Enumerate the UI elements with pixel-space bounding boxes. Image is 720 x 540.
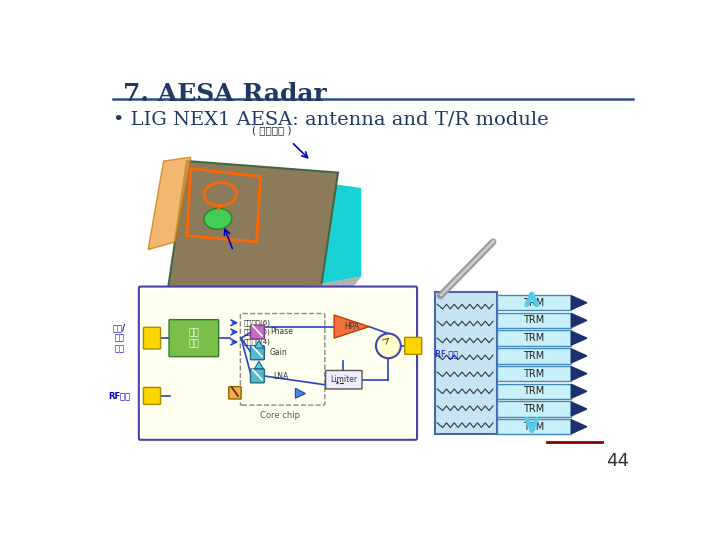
Polygon shape <box>168 161 338 303</box>
FancyBboxPatch shape <box>405 338 422 354</box>
Text: 세어
회로: 세어 회로 <box>189 328 199 348</box>
Polygon shape <box>225 276 361 307</box>
Polygon shape <box>254 361 264 369</box>
Text: Phase: Phase <box>270 327 292 336</box>
Bar <box>497 366 570 381</box>
Text: 제어/
전원
입력: 제어/ 전원 입력 <box>113 323 126 353</box>
FancyBboxPatch shape <box>139 287 417 440</box>
Text: LNA: LNA <box>274 372 289 381</box>
FancyBboxPatch shape <box>143 387 161 404</box>
Text: TRM: TRM <box>523 369 544 379</box>
FancyBboxPatch shape <box>251 325 264 339</box>
FancyBboxPatch shape <box>229 387 241 399</box>
Polygon shape <box>571 314 587 327</box>
Polygon shape <box>295 388 305 398</box>
Bar <box>497 401 570 417</box>
Text: TRM: TRM <box>523 386 544 396</box>
Polygon shape <box>571 349 587 363</box>
Text: TRM: TRM <box>523 315 544 326</box>
Bar <box>497 330 570 346</box>
FancyBboxPatch shape <box>251 369 264 383</box>
Text: 이득제어(5): 이득제어(5) <box>243 329 270 335</box>
Polygon shape <box>571 296 587 309</box>
Text: 7. AESA Radar: 7. AESA Radar <box>122 82 326 106</box>
Polygon shape <box>571 420 587 434</box>
FancyBboxPatch shape <box>435 292 497 434</box>
Text: Limiter: Limiter <box>330 375 357 384</box>
Text: 44: 44 <box>606 452 629 470</box>
Polygon shape <box>571 384 587 398</box>
Bar <box>497 383 570 399</box>
Text: 잡음제어(4): 잡음제어(4) <box>243 339 270 345</box>
Polygon shape <box>254 340 264 348</box>
Text: 위상제어(6): 위상제어(6) <box>243 320 271 326</box>
Polygon shape <box>571 402 587 416</box>
Polygon shape <box>571 367 587 381</box>
Polygon shape <box>334 315 369 338</box>
Bar <box>497 419 570 434</box>
Text: ( 복사소자 ): ( 복사소자 ) <box>253 125 292 135</box>
Text: ( 안테나 구조 ): ( 안테나 구조 ) <box>228 308 277 318</box>
Polygon shape <box>253 173 361 296</box>
Ellipse shape <box>204 208 232 229</box>
Polygon shape <box>336 381 340 384</box>
Text: TRM: TRM <box>523 333 544 343</box>
FancyBboxPatch shape <box>325 370 362 389</box>
Polygon shape <box>571 331 587 345</box>
Text: TRM: TRM <box>523 404 544 414</box>
Bar <box>497 313 570 328</box>
Text: HPA: HPA <box>344 322 359 331</box>
Text: RF 출력: RF 출력 <box>435 349 458 358</box>
Text: TRM: TRM <box>523 298 544 308</box>
Bar <box>497 295 570 310</box>
Text: Gain: Gain <box>270 348 287 357</box>
Polygon shape <box>148 157 191 249</box>
Text: TRM: TRM <box>523 422 544 431</box>
Circle shape <box>376 334 401 358</box>
FancyBboxPatch shape <box>251 346 264 360</box>
FancyBboxPatch shape <box>143 327 161 349</box>
Text: TRM: TRM <box>523 351 544 361</box>
Text: • LIG NEX1 AESA: antenna and T/R module: • LIG NEX1 AESA: antenna and T/R module <box>113 111 549 129</box>
Text: RF입력: RF입력 <box>109 392 130 400</box>
Bar <box>497 348 570 363</box>
FancyBboxPatch shape <box>169 320 219 356</box>
Text: Core chip: Core chip <box>260 410 300 420</box>
